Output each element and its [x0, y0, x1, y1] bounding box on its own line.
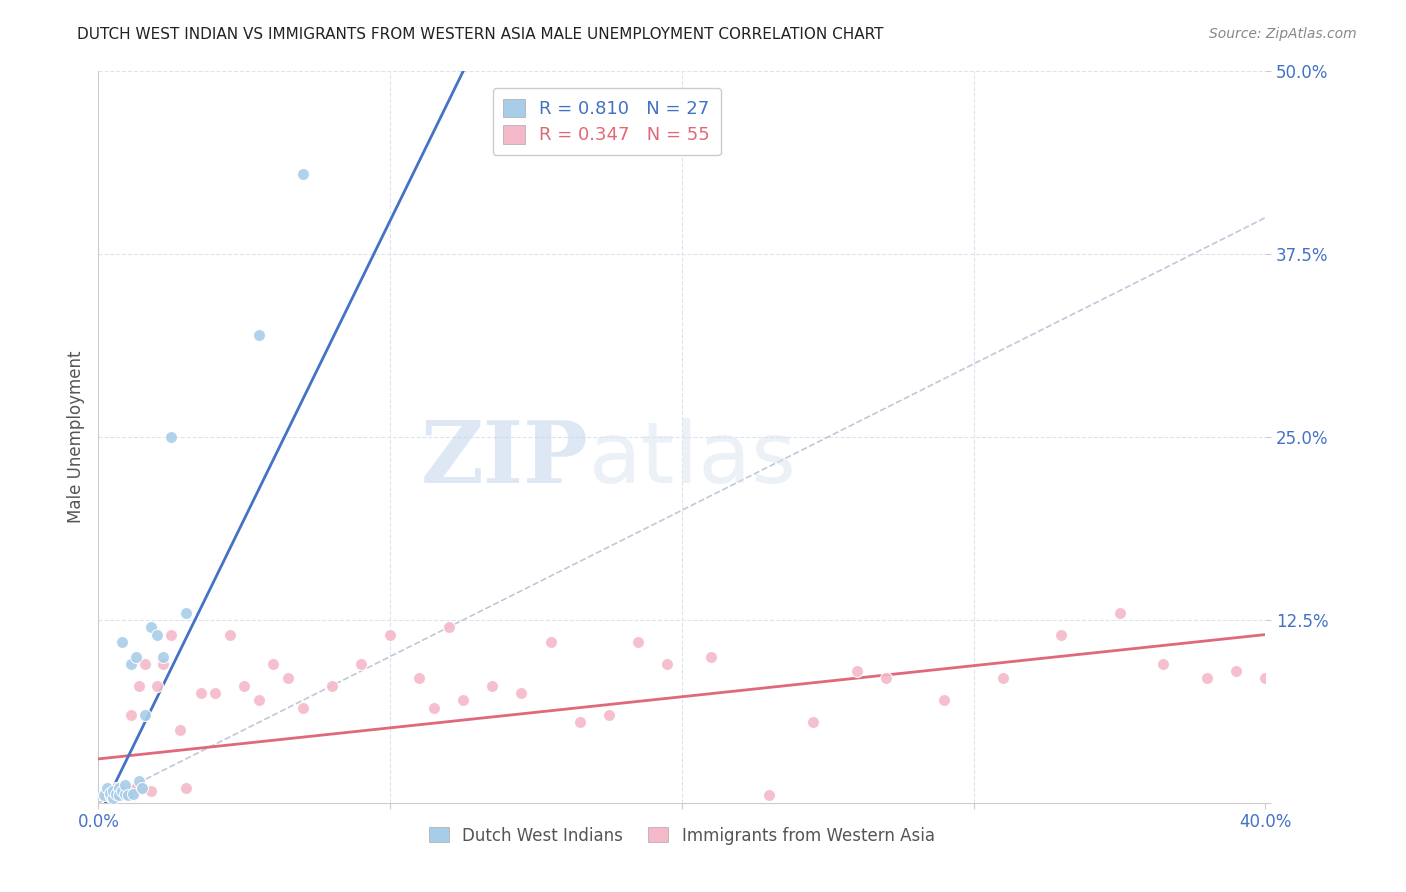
Point [128, 773, 150, 788]
Point [139, 784, 162, 798]
Point [991, 672, 1014, 686]
Point [98, 789, 121, 803]
Y-axis label: Male Unemployment: Male Unemployment [66, 351, 84, 524]
Point [380, 627, 402, 641]
Point [101, 791, 124, 805]
Point [423, 700, 446, 714]
Point [1225, 664, 1247, 678]
Point [247, 327, 270, 342]
Point [128, 679, 150, 693]
Point [598, 708, 620, 723]
Legend: Dutch West Indians, Immigrants from Western Asia: Dutch West Indians, Immigrants from West… [420, 818, 943, 853]
Point [114, 778, 136, 792]
Point [131, 781, 153, 796]
Point [122, 787, 145, 801]
Point [1195, 672, 1218, 686]
Point [350, 657, 373, 671]
Point [139, 620, 162, 634]
Point [120, 708, 142, 723]
Point [101, 784, 124, 798]
Point [1050, 627, 1073, 641]
Point [934, 693, 956, 707]
Point [134, 708, 156, 723]
Point [758, 789, 780, 803]
Point [96, 789, 118, 803]
Point [174, 606, 197, 620]
Point [146, 627, 169, 641]
Point [98, 784, 121, 798]
Point [108, 789, 131, 803]
Point [104, 781, 127, 796]
Point [262, 657, 284, 671]
Point [114, 782, 136, 797]
Point [1254, 672, 1277, 686]
Text: Source: ZipAtlas.com: Source: ZipAtlas.com [1209, 27, 1357, 41]
Point [277, 672, 299, 686]
Point [111, 635, 134, 649]
Point [93, 789, 115, 803]
Point [700, 649, 723, 664]
Point [104, 787, 127, 801]
Point [120, 657, 142, 671]
Point [117, 784, 139, 798]
Point [204, 686, 226, 700]
Point [101, 787, 124, 801]
Point [408, 672, 430, 686]
Point [160, 627, 183, 641]
Point [291, 167, 314, 181]
Point [146, 679, 169, 693]
Point [169, 723, 191, 737]
Point [875, 672, 897, 686]
Point [108, 781, 131, 796]
Point [134, 657, 156, 671]
Point [627, 635, 650, 649]
Point [108, 786, 131, 800]
Point [117, 789, 139, 803]
Point [114, 787, 136, 801]
Point [657, 657, 679, 671]
Point [98, 786, 121, 800]
Point [131, 781, 153, 796]
Point [152, 649, 174, 664]
Point [111, 789, 134, 803]
Point [111, 784, 134, 798]
Point [1108, 606, 1130, 620]
Point [96, 781, 118, 796]
Point [568, 715, 591, 730]
Point [540, 635, 562, 649]
Point [291, 700, 314, 714]
Point [801, 715, 824, 730]
Point [451, 693, 474, 707]
Point [174, 781, 197, 796]
Text: ZIP: ZIP [420, 417, 589, 501]
Point [846, 664, 869, 678]
Point [160, 430, 183, 444]
Point [1152, 657, 1174, 671]
Text: atlas: atlas [589, 417, 797, 500]
Point [122, 789, 145, 803]
Point [321, 679, 343, 693]
Point [481, 679, 503, 693]
Point [125, 781, 148, 796]
Point [247, 693, 270, 707]
Point [152, 657, 174, 671]
Point [125, 649, 148, 664]
Point [510, 686, 533, 700]
Text: DUTCH WEST INDIAN VS IMMIGRANTS FROM WESTERN ASIA MALE UNEMPLOYMENT CORRELATION : DUTCH WEST INDIAN VS IMMIGRANTS FROM WES… [77, 27, 884, 42]
Point [233, 679, 256, 693]
Point [218, 627, 240, 641]
Point [437, 620, 460, 634]
Point [190, 686, 212, 700]
